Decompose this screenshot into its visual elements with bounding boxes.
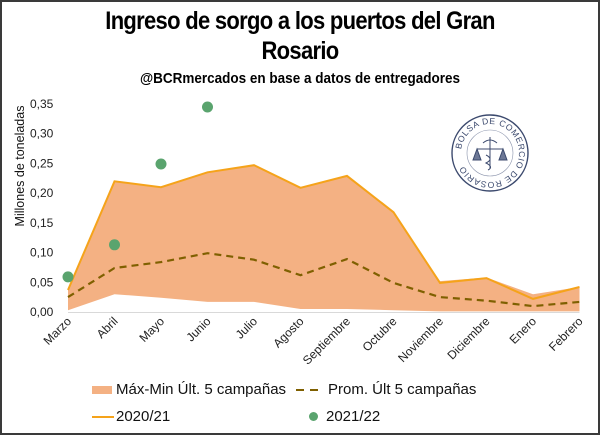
legend-2021-22-label: 2021/22 <box>326 408 381 425</box>
x-tick-label: Agosto <box>270 314 307 351</box>
y-axis-label: Millones de toneladas <box>13 106 27 227</box>
x-tick-label: Octubre <box>360 314 400 354</box>
legend-band-swatch <box>92 385 112 394</box>
point-2021-22 <box>202 101 213 113</box>
x-tick-label: Mayo <box>136 314 167 345</box>
point-2021-22 <box>62 271 74 283</box>
y-tick-label: 0,15 <box>30 216 54 230</box>
x-tick-label: Abril <box>94 314 121 341</box>
legend-item-band[interactable]: Máx-Min Últ. 5 campañas <box>92 381 286 398</box>
legend-item-2020-21[interactable]: 2020/21 <box>92 408 170 425</box>
y-tick-label: 0,05 <box>30 275 54 289</box>
y-tick-label: 0,25 <box>30 156 54 170</box>
legend-average-swatch <box>296 388 324 391</box>
x-tick-label: Enero <box>507 314 540 347</box>
legend-average-label: Prom. Últ 5 campañas <box>328 381 477 398</box>
x-tick-label: Marzo <box>41 314 75 348</box>
legend-item-average[interactable]: Prom. Últ 5 campañas <box>296 381 476 398</box>
x-tick-label: Diciembre <box>445 314 493 362</box>
x-tick-label: Julio <box>233 314 261 342</box>
point-2021-22 <box>109 239 120 251</box>
x-tick-label: Febrero <box>546 314 586 354</box>
max-min-band <box>68 165 580 312</box>
y-tick-label: 0,00 <box>30 305 54 319</box>
y-tick-label: 0,35 <box>30 97 54 111</box>
chart-title-line-1: Ingreso de sorgo a los puertos del Gran <box>105 7 495 35</box>
scales-caduceus-icon <box>472 137 508 171</box>
line-2020-21 <box>67 164 580 300</box>
legend-2020-21-swatch <box>92 415 114 418</box>
average-line <box>67 252 580 308</box>
legend-2020-21-label: 2020/21 <box>116 408 171 425</box>
legend-item-2021-22[interactable]: 2021/22 <box>309 408 380 425</box>
x-tick-label: Septiembre <box>300 314 354 368</box>
point-2021-22 <box>155 158 167 170</box>
chart-subtitle: @BCRmercados en base a datos de entregad… <box>139 70 461 87</box>
chart-title-line-2: Rosario <box>261 37 340 65</box>
legend-2021-22-swatch <box>309 412 318 421</box>
y-tick-label: 0,20 <box>30 186 54 200</box>
x-tick-label: Junio <box>183 314 213 344</box>
legend-band-label: Máx-Min Últ. 5 campañas <box>116 381 287 398</box>
y-tick-label: 0,10 <box>30 246 54 260</box>
x-tick-label: Noviembre <box>395 314 446 365</box>
y-tick-label: 0,30 <box>30 127 54 141</box>
bcr-seal-logo: BOLSA DE COMERCIO DE ROSARIO <box>451 114 529 192</box>
